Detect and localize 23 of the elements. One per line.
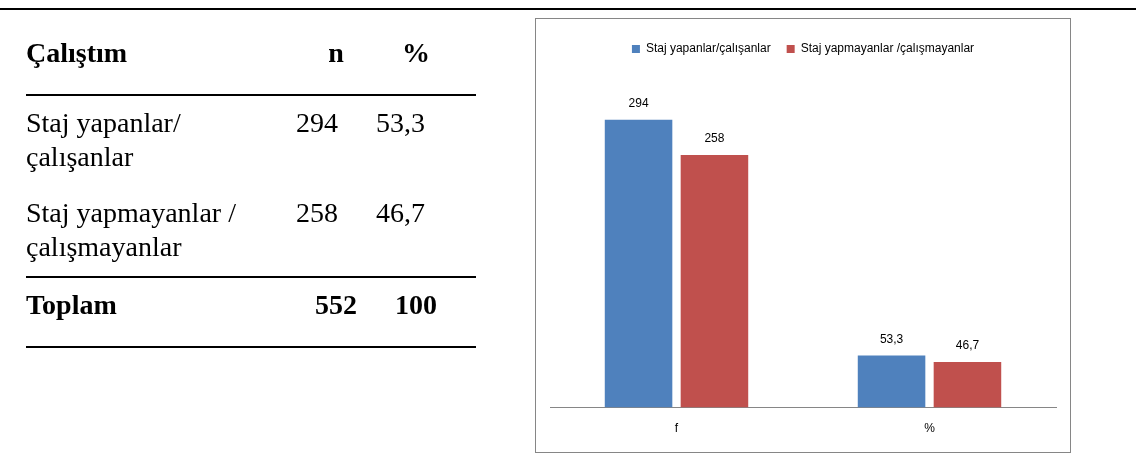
bar: [933, 361, 1002, 408]
text: Staj yapmayanlar / çalışmayanlar: [26, 196, 237, 264]
x-tick-label: f: [674, 421, 679, 436]
data-label: 294: [628, 96, 649, 111]
text: 258: [296, 196, 339, 230]
text: Çalıştım: [26, 36, 129, 70]
bar: [680, 155, 749, 408]
text: n: [327, 36, 345, 70]
data-label: 258: [704, 131, 725, 146]
text: 53,3: [376, 106, 426, 140]
text: 294: [296, 106, 339, 140]
data-label: 53,3: [879, 331, 904, 346]
text: Staj yapanlar/ çalışanlar: [26, 106, 182, 174]
data-label: 46,7: [955, 338, 980, 353]
legend-label: Staj yapanlar/çalışanlar: [645, 41, 771, 56]
text: 100: [394, 288, 438, 322]
text: 46,7: [376, 196, 426, 230]
legend-label: Staj yapmayanlar /çalışmayanlar: [800, 41, 975, 56]
text: 552: [314, 288, 358, 322]
bar: [857, 355, 926, 408]
text: %: [401, 36, 431, 70]
bar: [604, 119, 673, 408]
text: Toplam: [26, 288, 118, 322]
